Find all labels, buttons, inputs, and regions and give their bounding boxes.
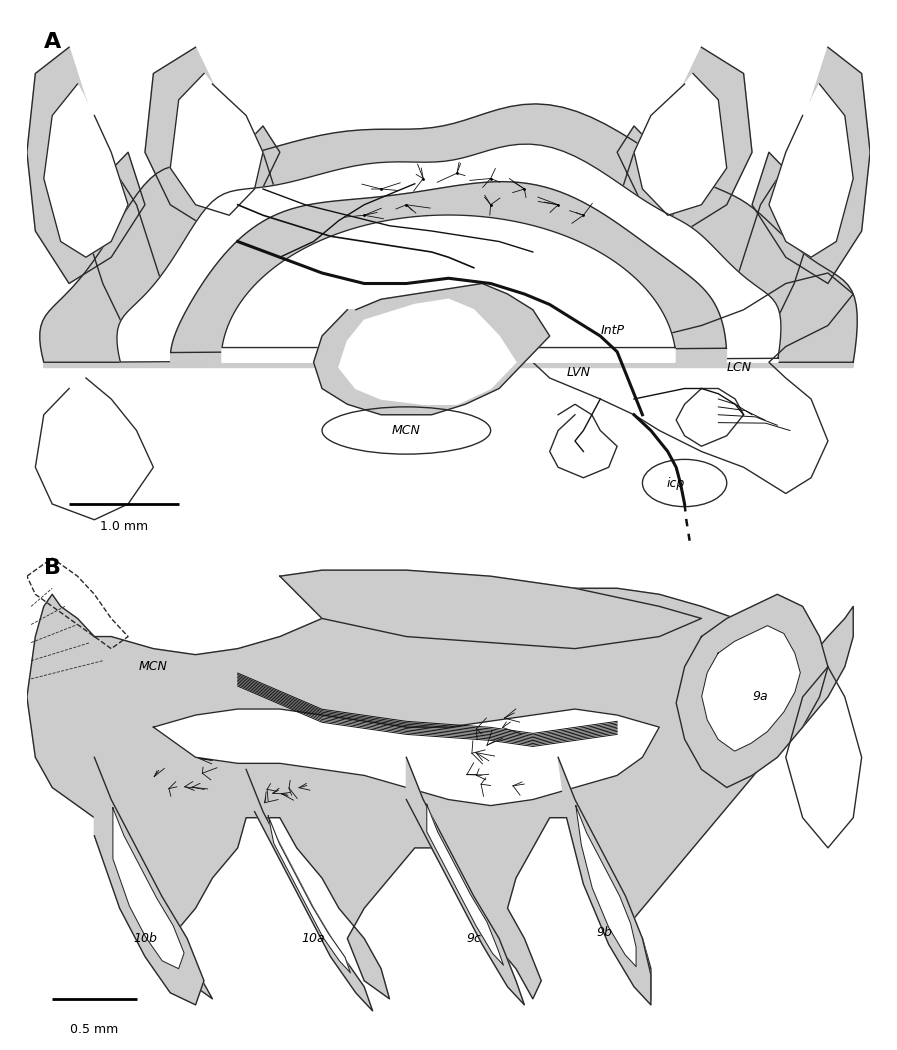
- Text: LCN: LCN: [727, 361, 752, 374]
- Polygon shape: [27, 588, 853, 999]
- Polygon shape: [736, 47, 870, 362]
- Polygon shape: [701, 626, 800, 751]
- Polygon shape: [39, 104, 858, 368]
- Polygon shape: [558, 757, 651, 1005]
- Polygon shape: [170, 74, 263, 215]
- Text: MCN: MCN: [392, 424, 421, 437]
- Polygon shape: [314, 284, 550, 415]
- Text: LVN: LVN: [567, 366, 590, 379]
- Polygon shape: [44, 84, 128, 257]
- Polygon shape: [617, 47, 752, 284]
- Polygon shape: [268, 816, 351, 973]
- Polygon shape: [339, 299, 516, 404]
- Text: icp: icp: [667, 477, 685, 489]
- Polygon shape: [170, 182, 727, 362]
- Text: A: A: [44, 32, 61, 51]
- Polygon shape: [113, 807, 184, 969]
- Text: 10a: 10a: [301, 932, 326, 945]
- Polygon shape: [94, 757, 204, 1005]
- Text: 9a: 9a: [753, 691, 769, 704]
- Polygon shape: [145, 47, 280, 284]
- Text: 0.5 mm: 0.5 mm: [70, 1023, 118, 1036]
- Polygon shape: [769, 84, 853, 257]
- Polygon shape: [576, 805, 636, 967]
- Text: 1.0 mm: 1.0 mm: [100, 520, 148, 532]
- Polygon shape: [153, 709, 659, 805]
- Polygon shape: [27, 47, 161, 362]
- Text: MCN: MCN: [139, 660, 168, 673]
- Text: 9c: 9c: [466, 932, 481, 945]
- Polygon shape: [246, 770, 372, 1011]
- Text: B: B: [44, 558, 61, 579]
- Polygon shape: [634, 74, 727, 215]
- Text: 9b: 9b: [597, 926, 613, 939]
- Polygon shape: [117, 144, 781, 362]
- Polygon shape: [427, 804, 503, 965]
- Polygon shape: [406, 757, 525, 1005]
- Polygon shape: [676, 594, 828, 788]
- Polygon shape: [280, 570, 701, 649]
- Text: 10b: 10b: [133, 932, 157, 945]
- Text: IntP: IntP: [600, 324, 624, 337]
- Polygon shape: [222, 215, 675, 362]
